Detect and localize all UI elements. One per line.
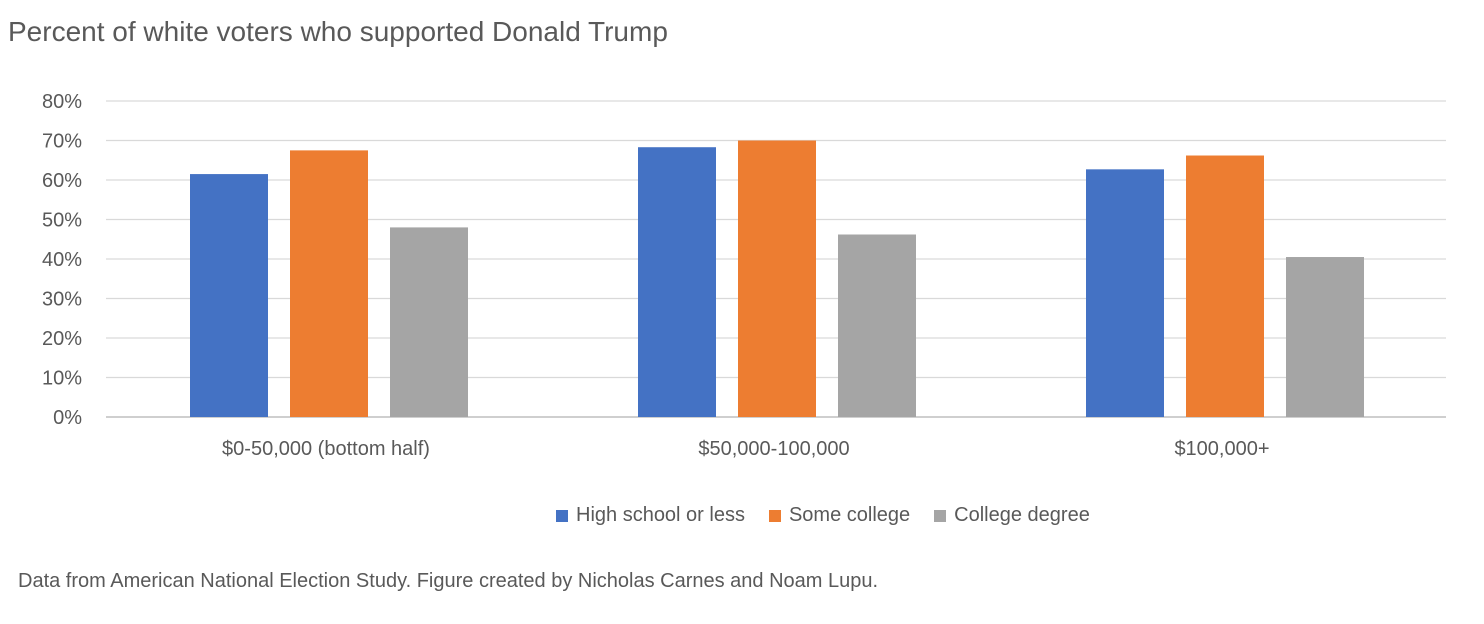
y-tick-label: 60% bbox=[42, 170, 82, 192]
legend-label-high-school: High school or less bbox=[576, 504, 745, 526]
legend-swatch-college-degree bbox=[934, 509, 947, 522]
bar bbox=[738, 140, 816, 417]
legend: High school or less Some college College… bbox=[556, 504, 1090, 527]
legend-item-college-degree: College degree bbox=[934, 504, 1090, 527]
bars bbox=[190, 140, 1364, 417]
legend-label-college-degree: College degree bbox=[954, 504, 1090, 526]
bar bbox=[390, 227, 468, 417]
bar bbox=[1186, 155, 1264, 417]
y-tick-label: 70% bbox=[42, 131, 82, 153]
x-tick-label: $50,000-100,000 bbox=[698, 438, 849, 460]
y-tick-label: 40% bbox=[42, 249, 82, 271]
legend-item-high-school: High school or less bbox=[556, 504, 745, 527]
x-axis-ticks: $0-50,000 (bottom half) $50,000-100,000 $1… bbox=[222, 438, 1270, 460]
x-tick-label: $0-50,000 (bottom half) bbox=[222, 438, 430, 460]
legend-label-some-college: Some college bbox=[788, 504, 911, 526]
bar bbox=[190, 174, 268, 417]
y-axis-ticks: 0% 10% 20% 30% 40% 50% 60% 70% 80% bbox=[42, 91, 82, 429]
y-tick-label: 80% bbox=[42, 91, 82, 113]
chart-footnote: Data from American National Election Stu… bbox=[18, 570, 879, 592]
bar bbox=[1086, 169, 1164, 417]
chart-title: Percent of white voters who supported Do… bbox=[8, 16, 668, 47]
y-tick-label: 30% bbox=[42, 289, 82, 311]
bar bbox=[838, 234, 916, 417]
legend-item-some-college: Some college bbox=[768, 504, 911, 527]
y-tick-label: 0% bbox=[53, 407, 82, 429]
bar bbox=[1286, 257, 1364, 417]
y-tick-label: 50% bbox=[42, 210, 82, 232]
legend-swatch-high-school bbox=[556, 509, 568, 522]
y-tick-label: 20% bbox=[42, 328, 82, 350]
legend-swatch-some-college bbox=[768, 509, 781, 522]
bar bbox=[290, 150, 368, 417]
x-tick-label: $100,000+ bbox=[1174, 438, 1269, 460]
y-tick-label: 10% bbox=[42, 368, 82, 390]
bar bbox=[638, 147, 716, 417]
